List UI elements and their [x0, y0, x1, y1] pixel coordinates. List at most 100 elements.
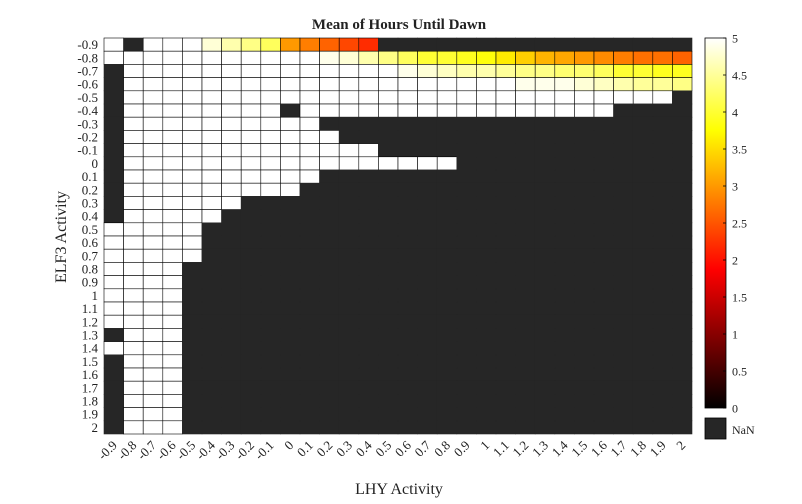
- heatmap-cell: [456, 50, 477, 65]
- heatmap-cell: [280, 50, 301, 65]
- heatmap-cell: [397, 301, 418, 316]
- heatmap-cell: [378, 420, 399, 435]
- heatmap-cell: [436, 222, 458, 237]
- heatmap-cell: [319, 235, 340, 250]
- heatmap-cell: [103, 262, 124, 276]
- heatmap-cell: [652, 156, 673, 171]
- heatmap-cell: [593, 380, 614, 395]
- heatmap-cell: [103, 50, 124, 65]
- heatmap-cell: [397, 64, 418, 78]
- heatmap-cell: [476, 196, 497, 210]
- heatmap-cell: [436, 37, 458, 52]
- heatmap-cell: [652, 50, 673, 65]
- heatmap-cell: [652, 209, 673, 224]
- heatmap-cell: [182, 182, 203, 197]
- heatmap-cell: [574, 222, 595, 237]
- heatmap-cell: [299, 77, 320, 92]
- heatmap-cell: [632, 288, 654, 303]
- heatmap-cell: [319, 209, 340, 224]
- heatmap-cell: [221, 248, 242, 263]
- heatmap-cell: [632, 420, 654, 435]
- heatmap-cell: [515, 354, 536, 369]
- heatmap-cell: [652, 420, 673, 435]
- heatmap-cell: [123, 341, 144, 356]
- heatmap-cell: [672, 116, 693, 131]
- heatmap-cell: [574, 301, 595, 316]
- heatmap-cell: [299, 275, 320, 290]
- y-tick-label: 0.2: [82, 182, 98, 197]
- heatmap-cell: [201, 262, 222, 276]
- heatmap-cell: [397, 328, 418, 342]
- heatmap-cell: [201, 222, 222, 237]
- heatmap-cell: [338, 248, 360, 263]
- heatmap-cell: [338, 116, 360, 131]
- heatmap-cell: [358, 367, 379, 382]
- heatmap-cell: [574, 380, 595, 395]
- heatmap-cell: [162, 380, 183, 395]
- heatmap-cell: [338, 103, 360, 118]
- heatmap-cell: [515, 301, 536, 316]
- heatmap-cell: [280, 222, 301, 237]
- heatmap-cell: [299, 314, 320, 329]
- heatmap-cell: [613, 248, 634, 263]
- heatmap-cell: [613, 420, 634, 435]
- heatmap-cell: [378, 143, 399, 158]
- heatmap-cell: [103, 380, 124, 395]
- heatmap-cell: [476, 288, 497, 303]
- heatmap-cell: [495, 262, 516, 276]
- heatmap-cell: [515, 182, 536, 197]
- y-axis-label: ELF3 Activity: [53, 191, 70, 283]
- y-tick-label: 1.4: [82, 341, 99, 356]
- heatmap-cell: [201, 394, 222, 408]
- heatmap-cell: [162, 37, 183, 52]
- heatmap-cell: [632, 235, 654, 250]
- heatmap-cell: [260, 262, 281, 276]
- heatmap-cell: [613, 103, 634, 118]
- heatmap-cell: [397, 90, 418, 105]
- heatmap-cell: [574, 182, 595, 197]
- heatmap-cell: [436, 328, 458, 342]
- heatmap-cell: [554, 182, 575, 197]
- heatmap-cell: [338, 380, 360, 395]
- heatmap-cell: [652, 314, 673, 329]
- heatmap-cell: [534, 420, 556, 435]
- heatmap-cell: [436, 156, 458, 171]
- heatmap-cell: [280, 143, 301, 158]
- heatmap-cell: [103, 420, 124, 435]
- heatmap-cell: [632, 354, 654, 369]
- heatmap-cell: [397, 77, 418, 92]
- heatmap-cell: [436, 420, 458, 435]
- heatmap-cell: [456, 116, 477, 131]
- heatmap-cell: [280, 314, 301, 329]
- heatmap-cell: [240, 420, 262, 435]
- heatmap-cell: [162, 235, 183, 250]
- heatmap-cell: [613, 341, 634, 356]
- heatmap-cell: [319, 222, 340, 237]
- heatmap-cell: [240, 64, 262, 78]
- heatmap-cell: [613, 182, 634, 197]
- heatmap-cell: [103, 90, 124, 105]
- heatmap-cell: [240, 314, 262, 329]
- heatmap-cell: [319, 77, 340, 92]
- heatmap-cell: [299, 380, 320, 395]
- heatmap-cell: [436, 103, 458, 118]
- heatmap-cell: [378, 130, 399, 144]
- heatmap-cell: [299, 394, 320, 408]
- heatmap-cell: [103, 394, 124, 408]
- heatmap-cell: [613, 196, 634, 210]
- heatmap-cell: [534, 407, 556, 422]
- heatmap-cell: [260, 248, 281, 263]
- heatmap-cell: [358, 90, 379, 105]
- heatmap-cell: [338, 314, 360, 329]
- heatmap-cell: [162, 341, 183, 356]
- heatmap-cell: [554, 394, 575, 408]
- heatmap-cell: [338, 394, 360, 408]
- heatmap-cell: [652, 367, 673, 382]
- heatmap-cell: [495, 103, 516, 118]
- heatmap-cell: [142, 367, 164, 382]
- heatmap-cell: [515, 50, 536, 65]
- heatmap-cell: [652, 328, 673, 342]
- heatmap-cell: [201, 196, 222, 210]
- heatmap-cell: [338, 367, 360, 382]
- heatmap-cell: [142, 130, 164, 144]
